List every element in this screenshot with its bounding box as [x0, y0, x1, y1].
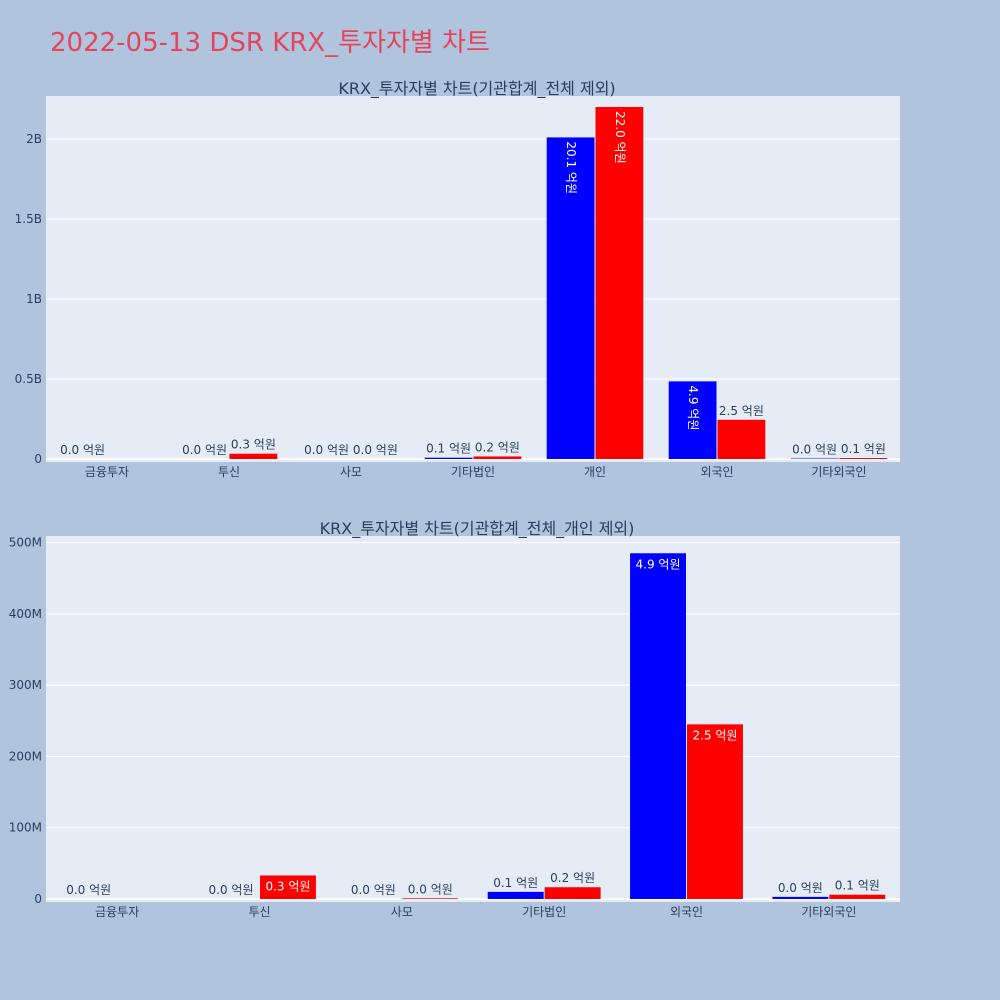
- data-label: 0.0 억원: [182, 443, 227, 457]
- bar: [487, 891, 544, 899]
- bar: [595, 107, 644, 459]
- data-label: 0.1 억원: [841, 442, 886, 456]
- bar: [630, 553, 686, 899]
- bar: [839, 458, 888, 459]
- data-label: 0.3 억원: [231, 438, 276, 452]
- bar: [260, 875, 316, 899]
- y-tick-label: 1.5B: [15, 212, 42, 226]
- bar: [544, 887, 601, 899]
- data-label: 4.9 억원: [636, 557, 681, 571]
- data-label: 0.1 억원: [426, 442, 471, 456]
- y-tick-label: 100M: [9, 821, 42, 835]
- y-tick-label: 300M: [9, 678, 42, 692]
- page-title: 2022-05-13 DSR KRX_투자자별 차트: [50, 28, 490, 58]
- data-label: 0.0 억원: [66, 883, 111, 897]
- y-tick-label: 1B: [26, 292, 42, 306]
- data-label: 22.0 억원: [613, 111, 627, 164]
- y-tick-label: 0: [34, 892, 42, 906]
- data-label: 0.0 억원: [60, 443, 105, 457]
- bar: [668, 381, 717, 459]
- data-label: 0.0 억원: [304, 443, 349, 457]
- x-tick-label: 투신: [218, 465, 240, 479]
- data-label: 0.0 억원: [351, 883, 396, 897]
- subplot-title: KRX_투자자별 차트(기관합계_전체 제외): [338, 79, 615, 99]
- bar: [229, 453, 278, 459]
- data-label: 4.9 억원: [686, 385, 700, 430]
- plot-area: [46, 96, 900, 462]
- x-tick-label: 외국인: [700, 465, 733, 479]
- x-tick-label: 기타외국인: [801, 905, 856, 919]
- x-tick-label: 기타외국인: [811, 465, 866, 479]
- subplot-title: KRX_투자자별 차트(기관합계_전체_개인 제외): [320, 519, 635, 539]
- data-label: 0.1 억원: [835, 879, 880, 893]
- y-tick-label: 400M: [9, 607, 42, 621]
- x-tick-label: 외국인: [670, 905, 703, 919]
- chart-top: 0 0.5B 1B 1.5B 2B KRX_투자자별 차트(기관합계_전체 제외) 금융투자…: [15, 79, 900, 479]
- data-label: 20.1 억원: [564, 141, 578, 194]
- y-tick-label: 0: [34, 452, 42, 466]
- x-tick-label: 사모: [340, 465, 362, 479]
- x-tick-label: 개인: [584, 465, 606, 479]
- bar: [687, 724, 743, 899]
- plot-area: [46, 536, 900, 902]
- y-tick-label: 500M: [9, 536, 42, 550]
- x-tick-label: 금융투자: [85, 465, 129, 479]
- bar: [546, 137, 595, 459]
- x-tick-label: 기타법인: [451, 465, 495, 479]
- data-label: 0.0 억원: [353, 443, 398, 457]
- y-tick-label: 200M: [9, 749, 42, 763]
- data-label: 0.2 억원: [550, 871, 595, 885]
- chart-bottom: 0 100M 200M 300M 400M 500M KRX_투자자별 차트(기관합계_전체…: [9, 519, 900, 919]
- bar: [473, 456, 522, 459]
- bar: [424, 457, 473, 459]
- bar: [772, 896, 829, 899]
- y-tick-label: 2B: [26, 132, 42, 146]
- x-tick-label: 기타법인: [522, 905, 566, 919]
- data-label: 0.0 억원: [778, 881, 823, 895]
- x-tick-label: 사모: [391, 905, 413, 919]
- bar: [829, 894, 886, 899]
- data-label: 0.2 억원: [475, 440, 520, 454]
- x-tick-label: 투신: [248, 905, 270, 919]
- y-tick-label: 0.5B: [15, 372, 42, 386]
- bar: [717, 419, 766, 459]
- data-label: 2.5 억원: [692, 728, 737, 742]
- data-label: 0.0 억원: [209, 883, 254, 897]
- data-label: 2.5 억원: [719, 404, 764, 418]
- x-tick-label: 금융투자: [95, 905, 139, 919]
- data-label: 0.3 억원: [265, 879, 310, 893]
- data-label: 0.0 억원: [792, 443, 837, 457]
- data-label: 0.0 억원: [408, 882, 453, 896]
- data-label: 0.1 억원: [493, 876, 538, 890]
- bar: [402, 898, 459, 899]
